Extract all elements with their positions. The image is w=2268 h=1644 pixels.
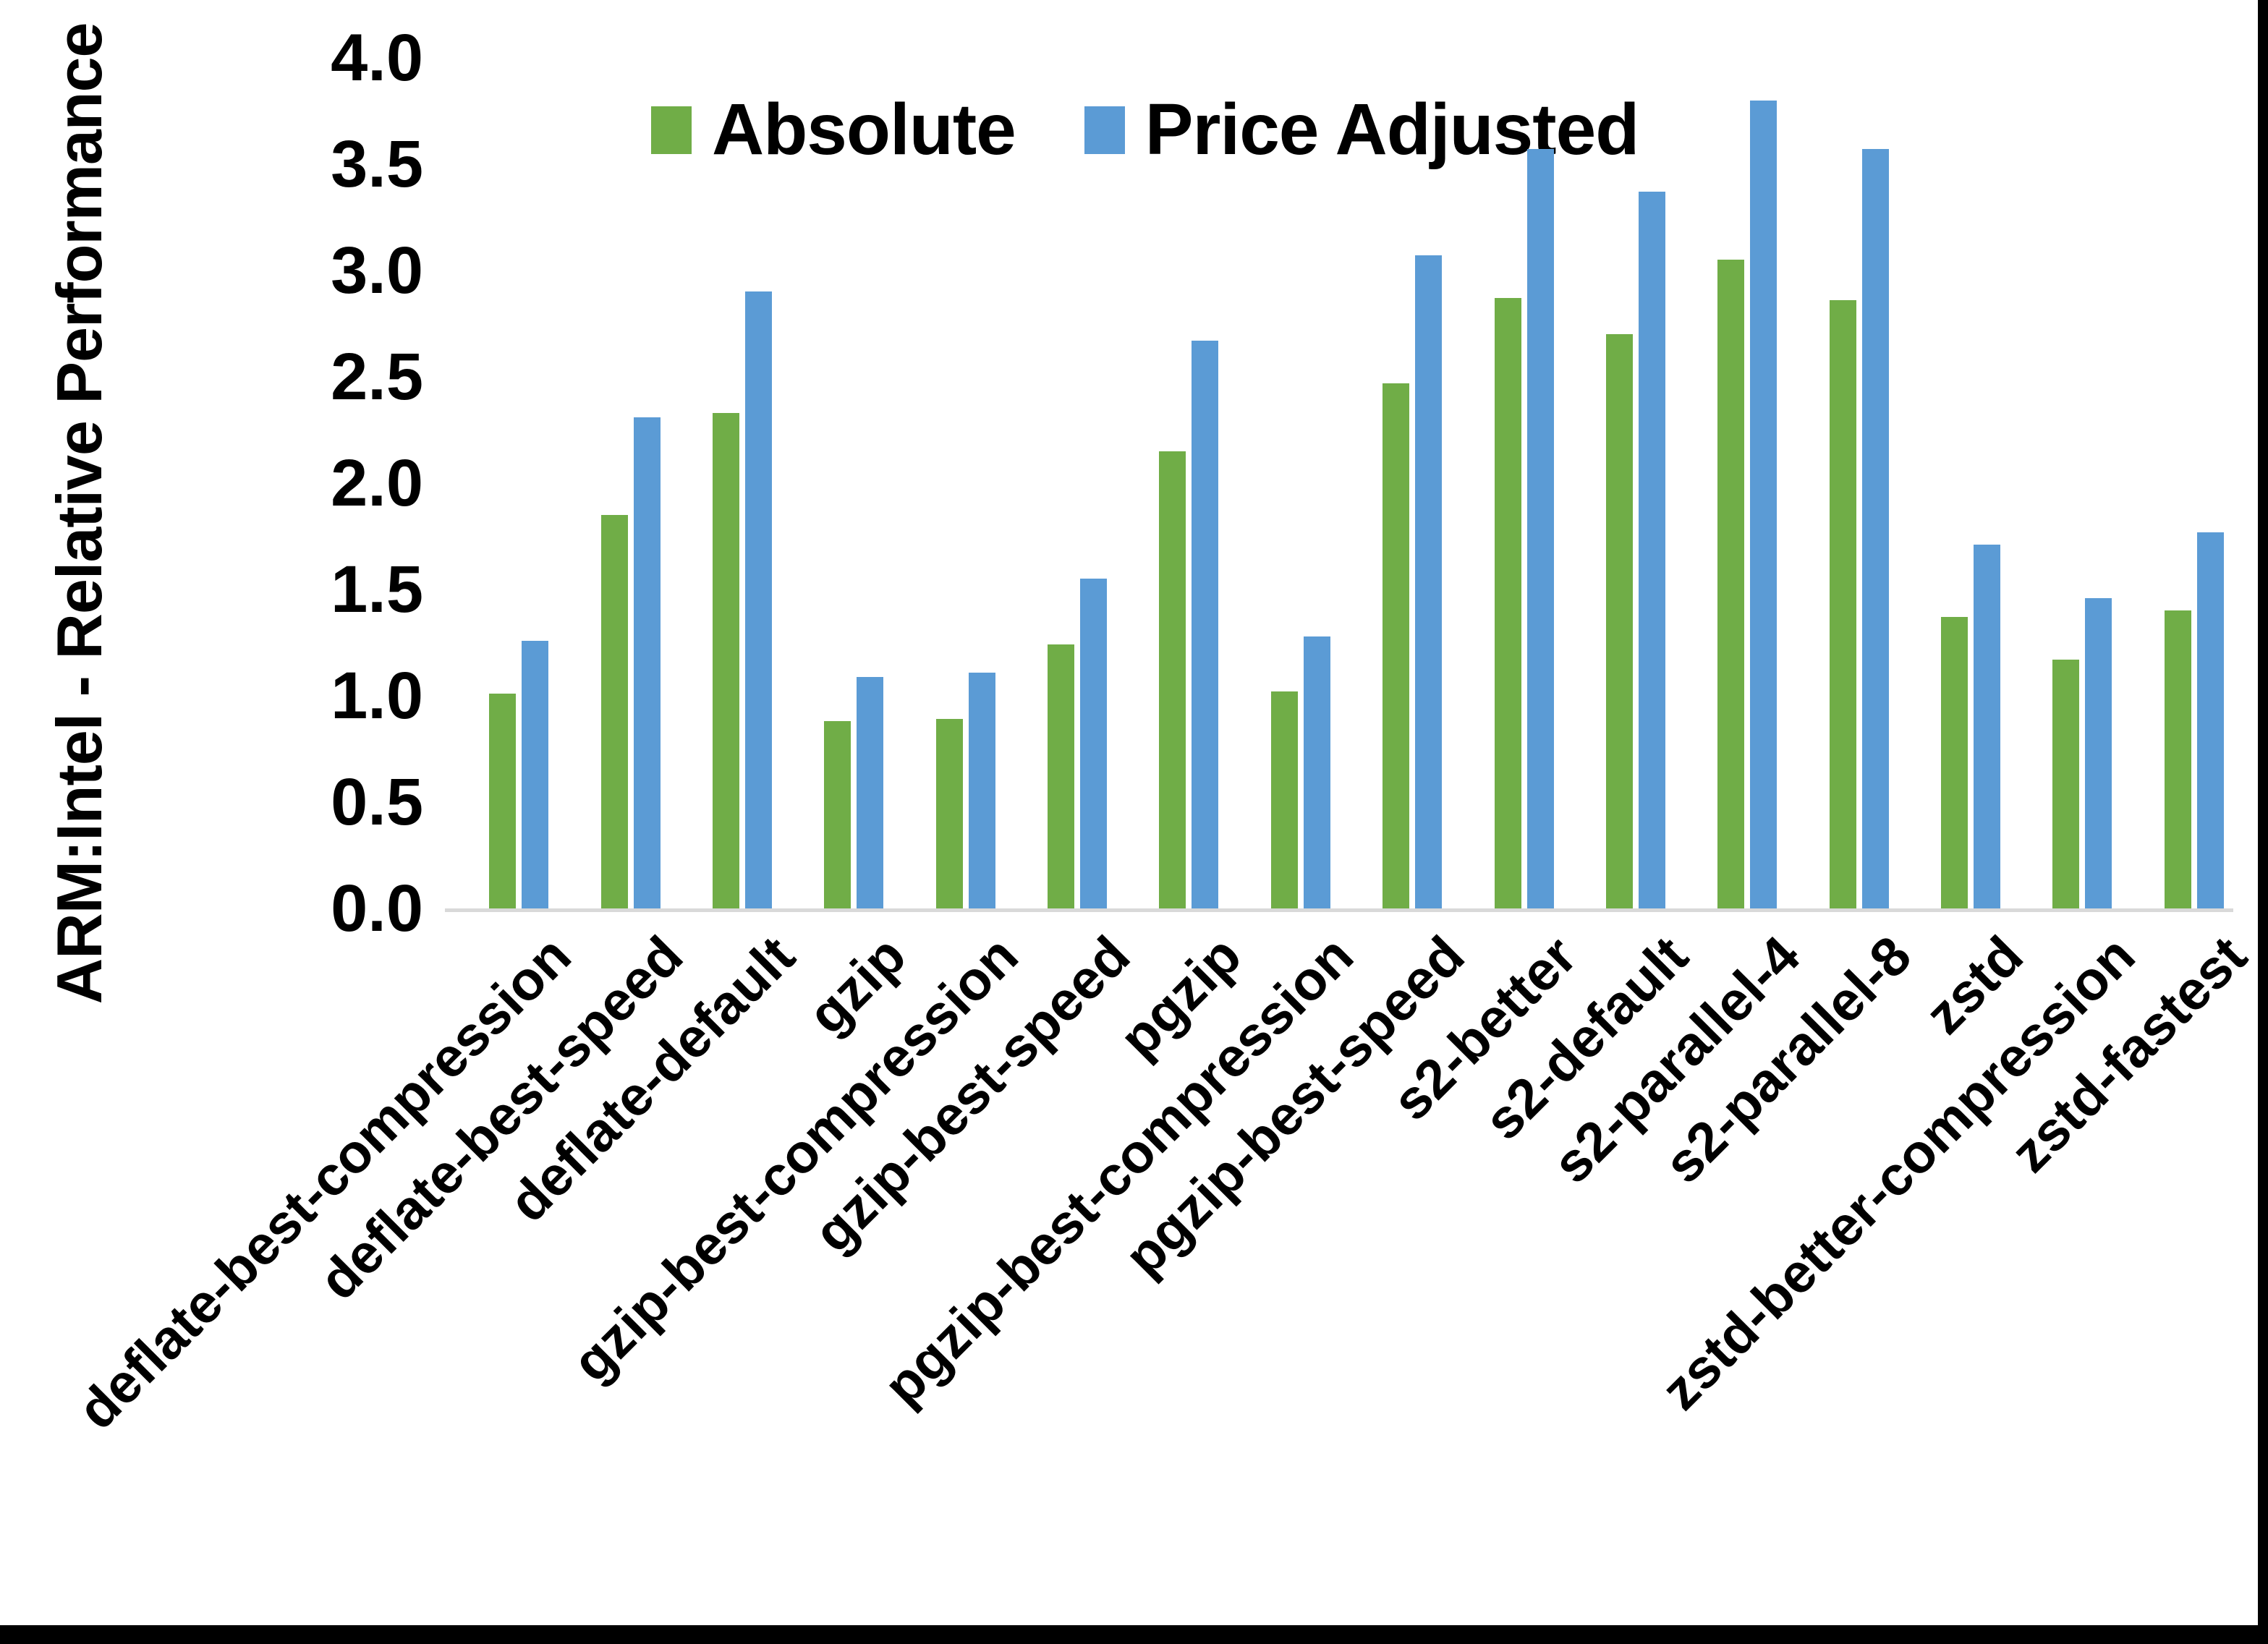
bar-absolute [1270, 691, 1298, 908]
y-axis-tick-label: 3.0 [331, 234, 423, 307]
bar-absolute [824, 721, 851, 908]
bar-absolute [2052, 660, 2080, 908]
bar-price-adjusted [633, 417, 661, 908]
bar-price-adjusted [1974, 545, 2001, 908]
bar-absolute [1717, 260, 1745, 908]
bar-price-adjusted [1192, 341, 1219, 908]
x-axis-line [445, 908, 2233, 912]
legend-swatch-absolute [651, 106, 692, 154]
bar-price-adjusted [857, 676, 884, 908]
y-axis-tick-label: 1.5 [331, 553, 423, 626]
bar-absolute [1941, 617, 1968, 908]
bar-absolute [2164, 610, 2191, 908]
bar-price-adjusted [1861, 149, 1889, 908]
bar-price-adjusted [968, 672, 995, 908]
bar-absolute [1159, 451, 1186, 908]
bar-price-adjusted [1303, 636, 1330, 908]
bar-absolute [1829, 300, 1856, 908]
bar-price-adjusted [1080, 579, 1108, 908]
bar-price-adjusted [1415, 255, 1443, 908]
y-axis-tick-label: 1.0 [331, 659, 423, 733]
bar-absolute [489, 694, 517, 908]
bar-absolute [712, 412, 739, 908]
bar-absolute [1494, 298, 1521, 908]
image-border-bottom [0, 1625, 2268, 1644]
bar-price-adjusted [522, 640, 549, 908]
y-axis-tick-label: 0.0 [331, 872, 423, 945]
y-axis-tick-label: 3.5 [331, 127, 423, 201]
bar-price-adjusted [1638, 192, 1665, 908]
legend-item-absolute: Absolute [651, 88, 1016, 171]
bar-price-adjusted [2085, 597, 2112, 908]
bar-price-adjusted [744, 291, 772, 908]
legend: Absolute Price Adjusted [651, 88, 1639, 171]
bar-absolute [1383, 383, 1410, 908]
legend-label-absolute: Absolute [712, 89, 1016, 170]
y-axis-tick-label: 2.5 [331, 340, 423, 414]
bar-price-adjusted [1750, 100, 1778, 908]
bar-absolute [600, 515, 628, 908]
legend-item-price-adjusted: Price Adjusted [1084, 88, 1639, 171]
legend-swatch-price-adjusted [1084, 106, 1125, 154]
y-axis-title: ARM:Intel - Relative Performance [43, 22, 115, 1005]
bar-absolute [1048, 644, 1075, 908]
y-axis-tick-label: 4.0 [331, 21, 423, 95]
bar-absolute [935, 719, 963, 908]
bar-absolute [1605, 334, 1633, 908]
image-border-right [2258, 0, 2268, 1644]
legend-label-price-adjusted: Price Adjusted [1144, 89, 1639, 170]
y-axis-tick-label: 0.5 [331, 765, 423, 839]
bar-price-adjusted [2196, 532, 2224, 908]
y-axis-tick-label: 2.0 [331, 446, 423, 520]
bar-price-adjusted [1526, 149, 1554, 908]
